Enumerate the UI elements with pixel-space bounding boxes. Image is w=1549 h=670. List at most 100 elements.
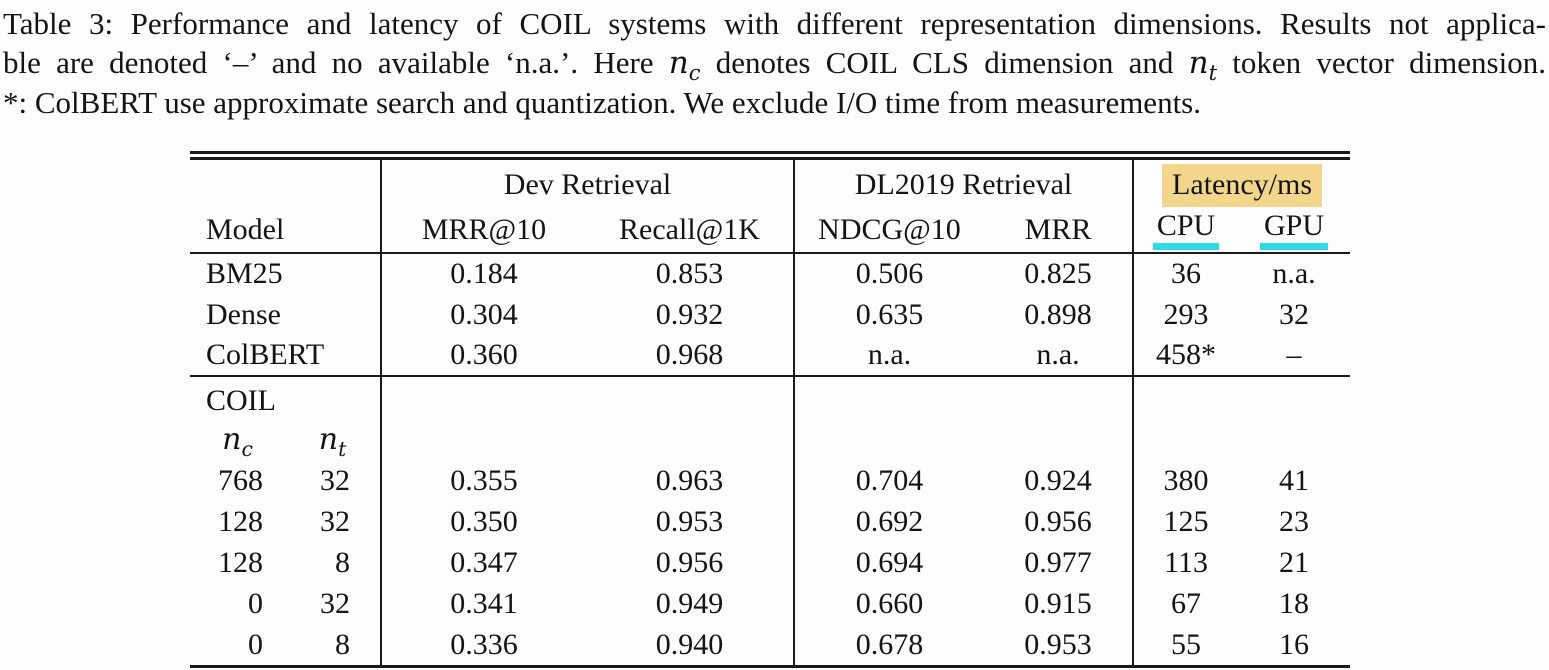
nc-var: n: [222, 422, 242, 457]
cell-cpu: 458*: [1132, 335, 1239, 376]
table-row-coil-0-8: 0 8 0.336 0.940 0.678 0.953 55 16: [190, 624, 1350, 665]
table-caption: Table 3: Performance and latency of COIL…: [3, 4, 1546, 122]
cell-recall1k: 0.956: [655, 545, 724, 579]
cell-mrr10: 0.304: [380, 294, 586, 335]
coil-subheader-row: nc nt: [190, 420, 1351, 460]
cpu-underline: CPU: [1152, 210, 1220, 250]
cell-nc: 128: [218, 504, 263, 538]
group-header-row: Dev Retrieval DL2019 Retrieval Latency/m…: [190, 160, 1351, 207]
cell-cpu: 125: [1132, 501, 1239, 542]
table-row-coil-128-8: 128 8 0.347 0.956 0.694 0.977 113 21: [190, 542, 1350, 583]
cell-model: BM25: [206, 257, 283, 290]
cell-ndcg10: 0.694: [793, 542, 984, 583]
cell-mrr: 0.825: [1024, 257, 1092, 290]
gpu-underline: GPU: [1260, 210, 1329, 250]
cell-ndcg10: 0.635: [793, 294, 984, 335]
cell-ndcg10: 0.660: [793, 583, 984, 624]
cell-recall1k: 0.968: [655, 338, 724, 371]
col-header-recall1k: Recall@1K: [586, 207, 794, 254]
cell-cpu: 36: [1132, 253, 1239, 294]
group-header-dev-retrieval: Dev Retrieval: [380, 160, 794, 207]
cell-gpu: 18: [1279, 586, 1310, 620]
cell-cpu: 380: [1132, 460, 1239, 501]
caption-text: *: ColBERT use approximate search and qu…: [3, 85, 1201, 120]
caption-line-3: *: ColBERT use approximate search and qu…: [3, 83, 1546, 122]
cell-gpu: 23: [1279, 504, 1310, 538]
nt-sub: t: [338, 437, 347, 461]
cell-mrr10: 0.341: [380, 583, 586, 624]
col-header-mrr10: MRR@10: [380, 207, 586, 254]
cell-mrr: 0.977: [1024, 545, 1092, 579]
cell-recall1k: 0.963: [655, 463, 724, 497]
caption-line-2: ble are denoted ‘–’ and no available ‘n.…: [3, 43, 1546, 83]
cell-cpu: 67: [1132, 583, 1239, 624]
cell-nt: 32: [320, 586, 350, 620]
cell-nc: 0: [248, 586, 263, 620]
table-row-dense: Dense 0.304 0.932 0.635 0.898 293 32: [190, 294, 1350, 335]
cell-cpu: 55: [1132, 624, 1239, 665]
cell-recall1k: 0.853: [655, 257, 724, 290]
cell-nc: 0: [248, 627, 263, 661]
cell-mrr10: 0.350: [380, 501, 586, 542]
cell-recall1k: 0.953: [655, 504, 724, 538]
cell-gpu: 21: [1279, 545, 1310, 579]
cell-recall1k: 0.932: [655, 297, 724, 331]
cell-ndcg10: 0.704: [793, 460, 984, 501]
group-header-latency: Latency/ms: [1132, 160, 1351, 207]
subheader-nt: nt: [285, 420, 381, 460]
empty-cell: [1132, 420, 1351, 460]
col-header-cpu: CPU: [1132, 207, 1239, 254]
cell-gpu: –: [1286, 338, 1302, 371]
cell-mrr: 0.915: [1024, 586, 1092, 620]
table-row-coil-768-32: 768 32 0.355 0.963 0.704 0.924 380 41: [190, 460, 1350, 501]
col-header-model: Model: [190, 207, 381, 254]
nc-sub: c: [241, 437, 253, 461]
cell-mrr: 0.956: [1024, 504, 1092, 538]
col-header-mrr: MRR: [984, 207, 1134, 254]
caption-text: token vector dimension.: [1217, 45, 1546, 80]
group-header-dl2019-retrieval: DL2019 Retrieval: [792, 160, 1134, 207]
math-nc-sub: c: [688, 60, 701, 86]
latency-highlight: Latency/ms: [1162, 163, 1322, 207]
coil-section-label: COIL: [190, 375, 381, 420]
col-header-ndcg10: NDCG@10: [793, 207, 984, 254]
cell-nt: 8: [335, 627, 350, 661]
group-header-empty: [190, 160, 381, 207]
cell-ndcg10: 0.678: [793, 624, 984, 665]
cell-nt: 32: [320, 504, 350, 538]
cell-model: Dense: [206, 297, 281, 331]
subheader-nc: nc: [190, 420, 285, 460]
cell-ndcg10: n.a.: [793, 335, 984, 376]
math-nt-sub: t: [1208, 60, 1218, 86]
results-table: Dev Retrieval DL2019 Retrieval Latency/m…: [190, 160, 1351, 665]
cell-nc: 128: [218, 545, 263, 579]
cell-mrr10: 0.360: [380, 335, 586, 376]
empty-cell: [1132, 375, 1351, 420]
column-header-row: Model MRR@10 Recall@1K NDCG@10 MRR CPU G…: [190, 207, 1351, 254]
cell-cpu: 113: [1132, 542, 1239, 583]
empty-cell: [792, 375, 1134, 420]
math-nt-var: n: [1188, 45, 1209, 81]
cell-gpu: n.a.: [1272, 257, 1316, 290]
cell-model: ColBERT: [206, 338, 325, 371]
cell-recall1k: 0.949: [655, 586, 724, 620]
cell-mrr10: 0.347: [380, 542, 586, 583]
cell-mrr10: 0.355: [380, 460, 586, 501]
cell-ndcg10: 0.692: [793, 501, 984, 542]
cell-gpu: 41: [1279, 463, 1310, 497]
caption-text: Table 3: Performance and latency of COIL…: [3, 6, 1546, 41]
table-row-bm25: BM25 0.184 0.853 0.506 0.825 36 n.a.: [190, 253, 1350, 294]
empty-cell: [792, 420, 1134, 460]
table-row-coil-0-32: 0 32 0.341 0.949 0.660 0.915 67 18: [190, 583, 1350, 624]
empty-cell: [380, 420, 794, 460]
table-row-coil-128-32: 128 32 0.350 0.953 0.692 0.956 125 23: [190, 501, 1350, 542]
cell-nt: 32: [320, 463, 350, 497]
cell-nc: 768: [218, 463, 263, 497]
cell-mrr10: 0.336: [380, 624, 586, 665]
coil-section-row: COIL: [190, 375, 1351, 420]
col-header-gpu: GPU: [1238, 207, 1351, 254]
caption-text: denotes COIL CLS dimension and: [700, 45, 1189, 80]
math-nc-var: n: [668, 45, 689, 81]
cell-mrr10: 0.184: [380, 253, 586, 294]
